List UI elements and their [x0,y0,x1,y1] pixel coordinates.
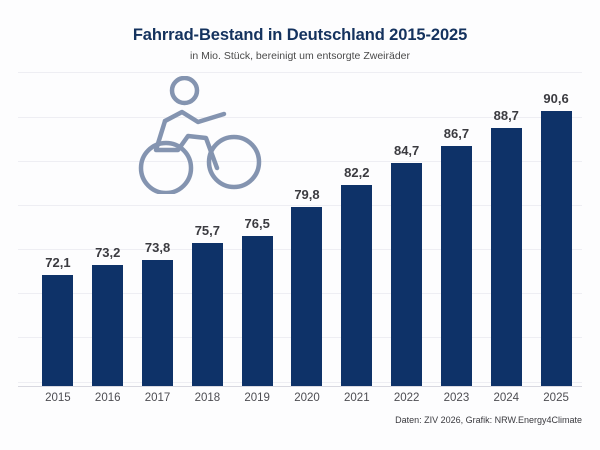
x-axis-tick-label: 2019 [244,392,270,404]
x-axis-tick-label: 2024 [493,392,520,404]
bar-group[interactable] [33,274,83,386]
bar[interactable] [142,259,174,386]
x-axis-tick-label: 2016 [94,392,121,404]
bar[interactable] [341,185,373,386]
bar-value-label: 79,8 [294,186,320,202]
bar-value-label: 73,8 [144,239,171,255]
bar[interactable] [241,235,273,386]
bar-group[interactable] [182,242,232,386]
bar-group[interactable] [282,206,332,386]
chart-subtitle: in Mio. Stück, bereinigt um entsorgte Zw… [189,50,410,62]
bar-value-label: 84,7 [393,143,420,159]
bar-group[interactable] [481,128,531,386]
bar[interactable] [490,128,522,386]
bar[interactable] [42,274,74,386]
x-axis-tick-label: 2022 [393,392,420,404]
bar-group[interactable] [232,235,282,386]
bar[interactable] [540,111,572,386]
bar-value-label: 86,7 [443,125,470,141]
x-axis-tick-label: 2017 [144,392,171,404]
chart-title: Fahrrad-Bestand in Deutschland 2015-2025 [132,26,468,44]
source-note: Daten: ZIV 2026, Grafik: NRW.Energy4Clim… [395,415,582,425]
gridline [18,72,582,73]
bar-value-label: 72,1 [45,254,71,270]
bar-group[interactable] [83,264,133,386]
x-axis-tick-label: 2015 [45,392,71,404]
bar[interactable] [291,206,323,386]
bars-layer: 72,1 73,2 73,8 75,7 76,5 79,8 82,2 84,7 86,7 88,7… [18,64,582,390]
bar-group[interactable] [332,185,382,386]
bar-value-label: 76,5 [244,215,270,231]
x-axis-labels: 2015 2016 2017 2018 2019 2020 2021 2022 2023 2024… [18,392,582,412]
bar[interactable] [92,264,124,386]
gridline [18,117,582,118]
x-axis-tick-label: 2018 [194,392,221,404]
x-axis-tick-label: 2023 [443,392,470,404]
bar-group[interactable] [432,145,482,386]
x-axis-tick-label: 2025 [543,392,569,404]
bar-group[interactable] [133,259,183,386]
bar-value-label: 73,2 [95,244,121,260]
bar-value-label: 90,6 [543,91,569,107]
bar-value-label: 82,2 [344,165,370,181]
plot-area: 72,1 73,2 73,8 75,7 76,5 79,8 82,2 84,7 86,7 88,7… [18,64,582,390]
bar-value-label: 75,7 [194,222,221,238]
x-axis-line [18,386,582,387]
x-axis-tick-label: 2021 [344,392,370,404]
x-axis-tick-label: 2020 [294,392,320,404]
gridline [18,205,582,206]
gridline [18,161,582,162]
bar-group[interactable] [531,111,581,386]
bar[interactable] [440,145,472,386]
bar-group[interactable] [382,163,432,386]
bar[interactable] [391,163,423,386]
bar-value-label: 88,7 [493,108,519,124]
bar[interactable] [191,242,223,386]
